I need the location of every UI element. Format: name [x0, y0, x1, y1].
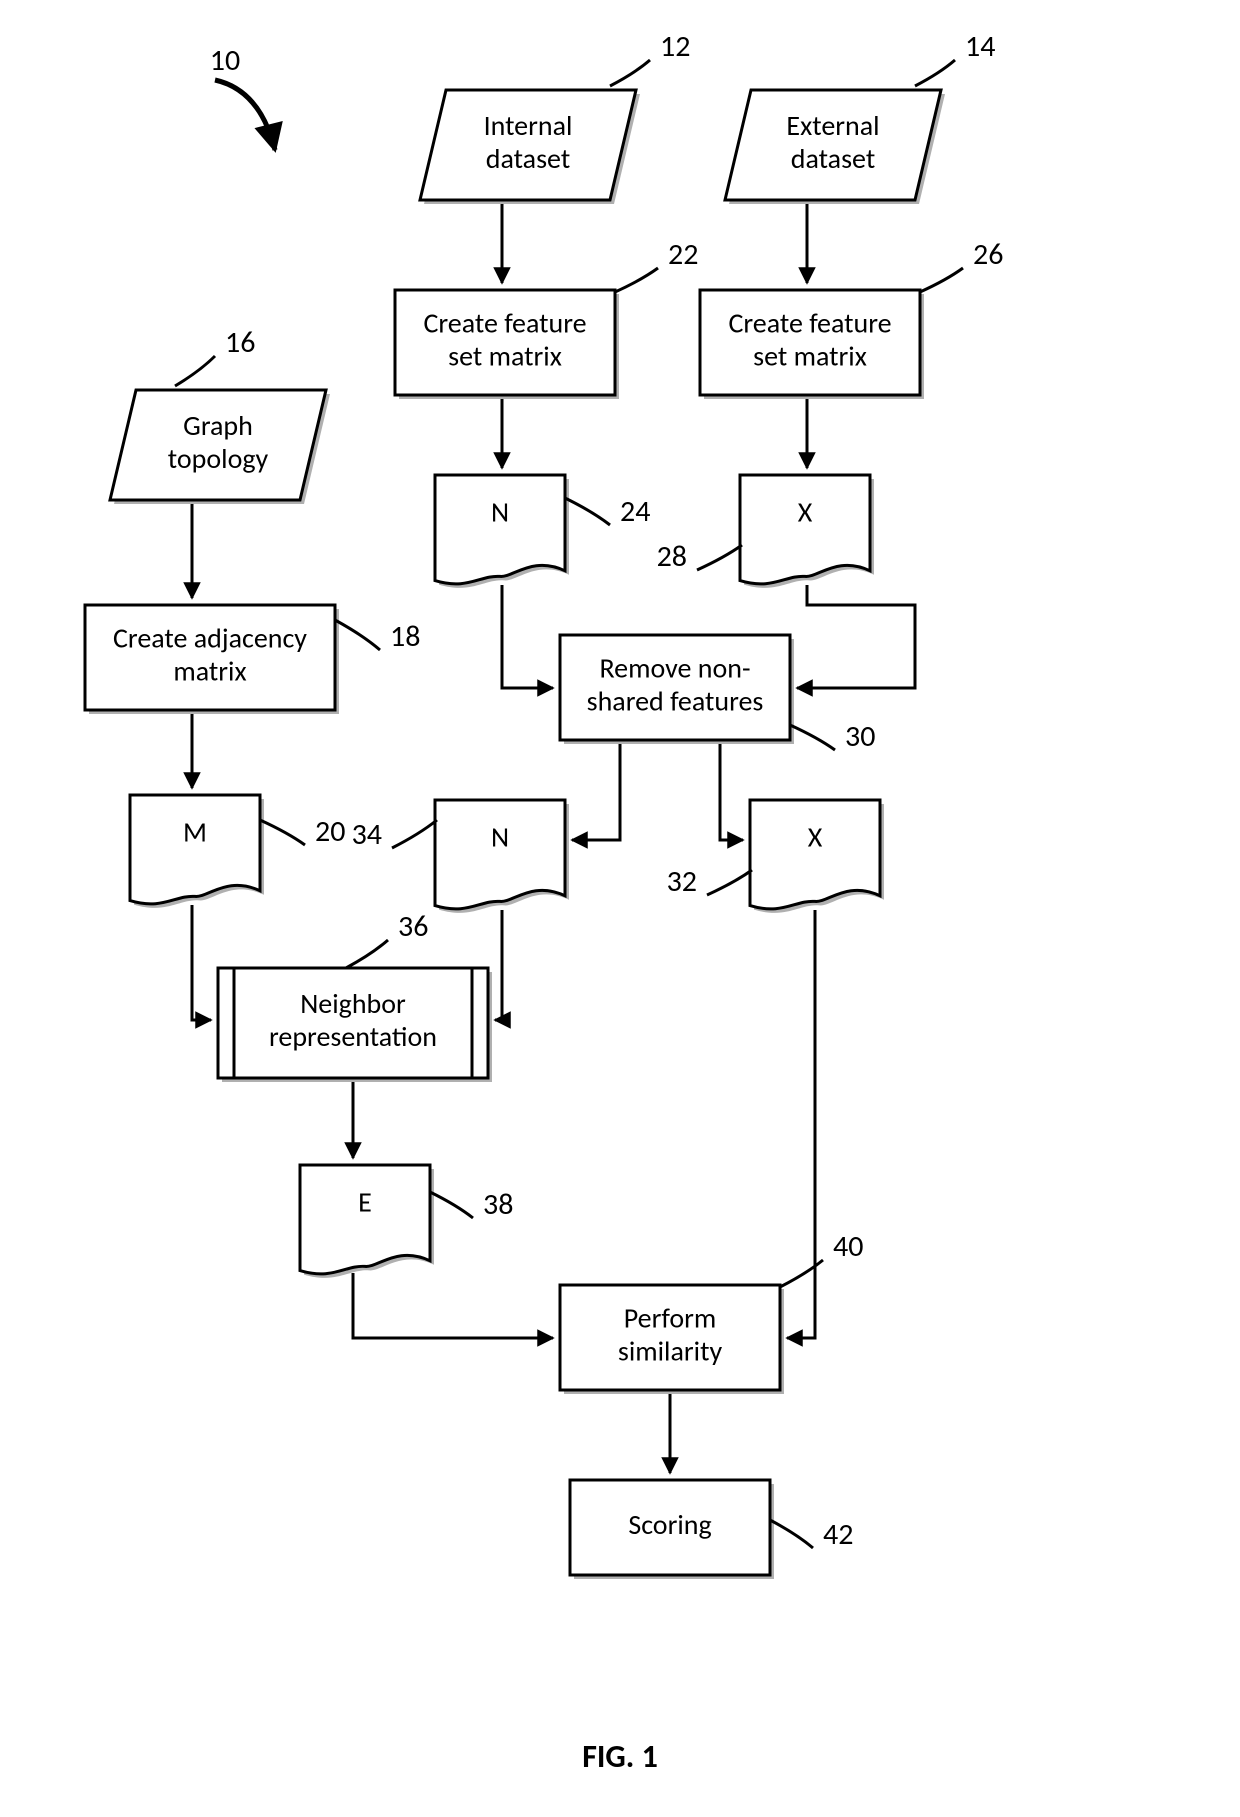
svg-text:set matrix: set matrix	[753, 339, 867, 374]
svg-text:24: 24	[620, 493, 650, 530]
svg-text:matrix: matrix	[173, 654, 246, 689]
svg-text:42: 42	[823, 1516, 853, 1553]
svg-text:20: 20	[315, 813, 345, 850]
svg-text:set matrix: set matrix	[448, 339, 562, 374]
svg-text:12: 12	[660, 28, 690, 65]
svg-text:External: External	[786, 108, 879, 143]
svg-text:34: 34	[352, 816, 382, 853]
svg-text:28: 28	[657, 538, 687, 575]
svg-text:Perform: Perform	[624, 1301, 716, 1336]
svg-text:22: 22	[668, 236, 698, 273]
svg-text:30: 30	[845, 718, 875, 755]
svg-text:N: N	[491, 820, 509, 855]
svg-text:dataset: dataset	[791, 141, 875, 176]
svg-text:Create feature: Create feature	[728, 306, 891, 341]
svg-text:representation: representation	[269, 1019, 437, 1054]
svg-text:26: 26	[973, 236, 1003, 273]
svg-text:36: 36	[398, 908, 428, 945]
svg-text:Graph: Graph	[183, 408, 253, 443]
svg-text:32: 32	[667, 863, 697, 900]
svg-text:16: 16	[225, 324, 255, 361]
svg-text:10: 10	[210, 42, 240, 79]
svg-text:N: N	[491, 495, 509, 530]
svg-text:similarity: similarity	[618, 1334, 723, 1369]
svg-text:shared features: shared features	[587, 684, 764, 719]
svg-text:40: 40	[833, 1228, 863, 1265]
svg-text:Internal: Internal	[484, 108, 573, 143]
figure-label: FIG. 1	[0, 1737, 1240, 1776]
svg-text:18: 18	[390, 618, 420, 655]
svg-text:X: X	[808, 820, 823, 855]
svg-text:Neighbor: Neighbor	[300, 986, 406, 1021]
svg-text:38: 38	[483, 1186, 513, 1223]
svg-text:14: 14	[965, 28, 995, 65]
svg-text:topology: topology	[168, 441, 269, 476]
svg-text:Scoring: Scoring	[628, 1507, 711, 1542]
svg-text:Create adjacency: Create adjacency	[113, 621, 307, 656]
svg-text:dataset: dataset	[486, 141, 570, 176]
flowchart-diagram: 10Internaldataset12Externaldataset14Grap…	[0, 0, 1240, 1737]
svg-text:E: E	[358, 1185, 372, 1220]
svg-text:Create feature: Create feature	[423, 306, 586, 341]
svg-text:X: X	[798, 495, 813, 530]
svg-text:Remove non-: Remove non-	[599, 651, 750, 686]
svg-text:M: M	[183, 815, 207, 850]
